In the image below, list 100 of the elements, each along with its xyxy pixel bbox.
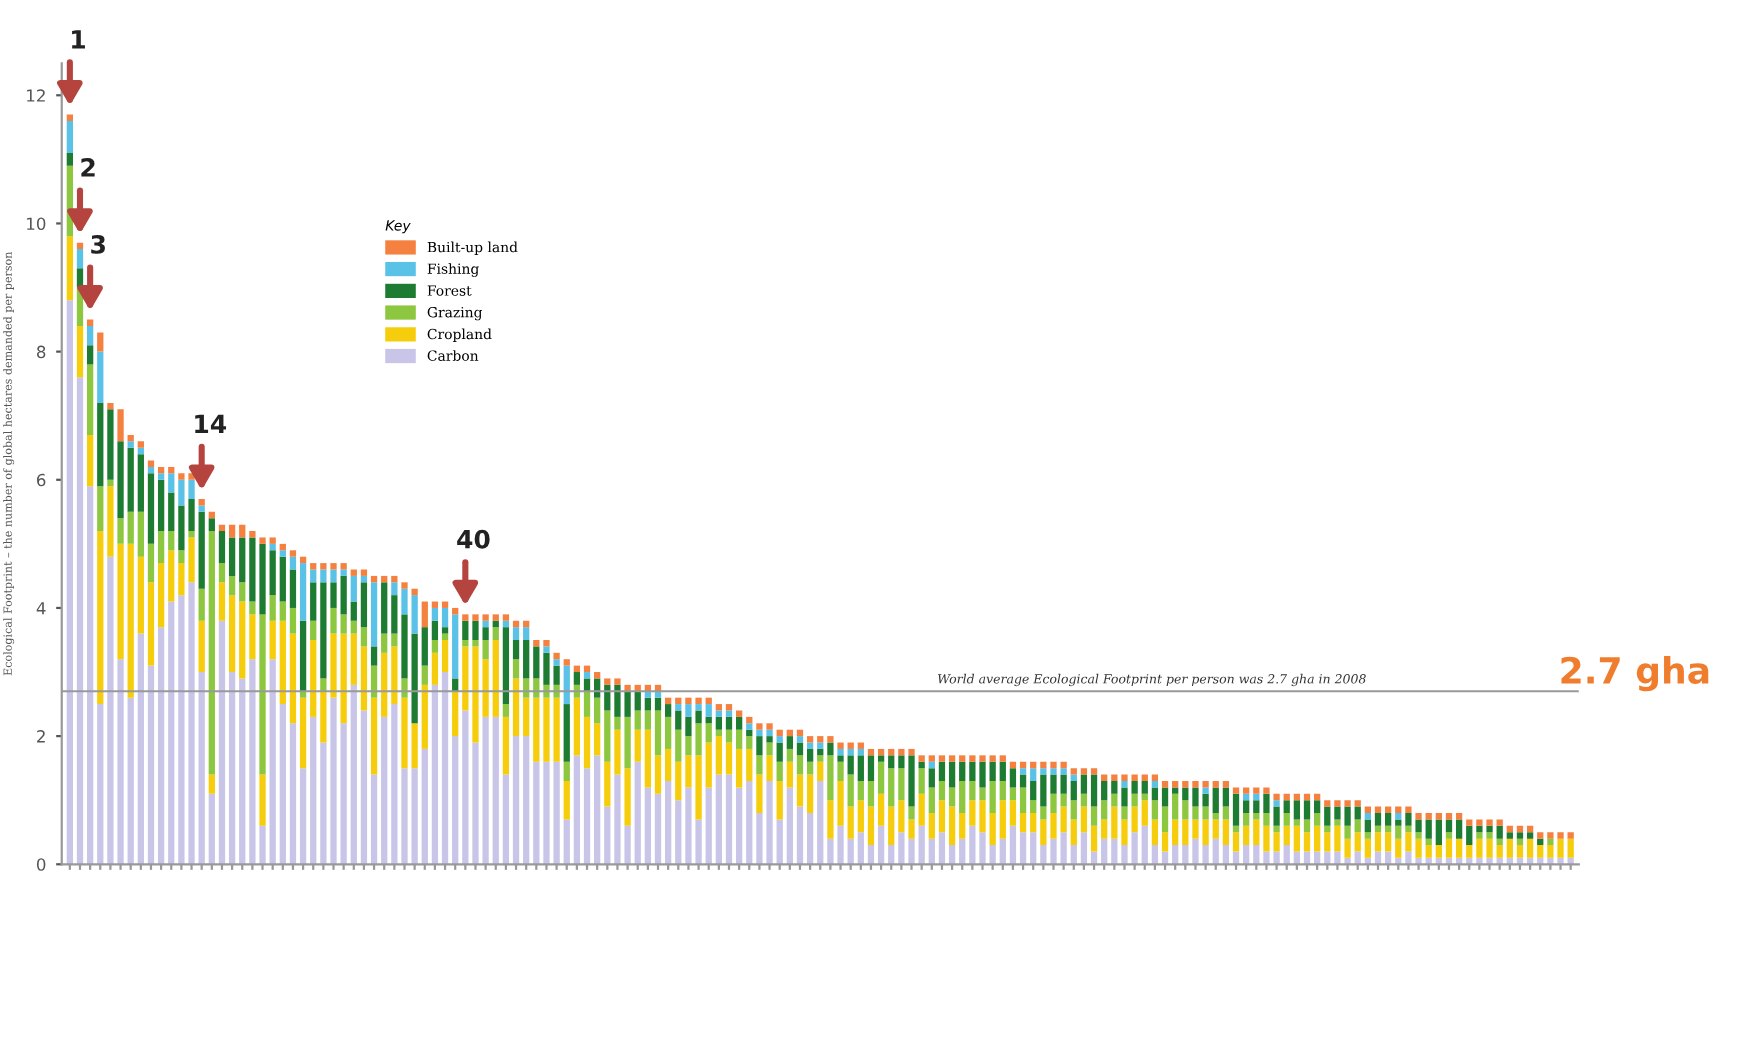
bar <box>746 723 753 730</box>
bar <box>1202 787 1209 794</box>
bar <box>1090 768 1098 775</box>
bar <box>370 697 378 775</box>
bar <box>1466 845 1473 858</box>
bar <box>776 780 783 820</box>
bar <box>1019 813 1027 833</box>
y-tick-label: 12 <box>27 89 45 102</box>
bar <box>1151 819 1159 846</box>
bar <box>1526 838 1534 858</box>
bar <box>1030 832 1037 865</box>
bar <box>1263 787 1270 794</box>
bar <box>796 755 804 775</box>
bar <box>157 531 165 564</box>
bar <box>269 595 276 621</box>
bar <box>705 723 712 743</box>
bar <box>735 729 743 749</box>
bar <box>97 402 104 487</box>
bar <box>928 787 935 814</box>
bar <box>665 716 672 749</box>
bar <box>938 832 946 865</box>
bar <box>360 627 368 647</box>
bar <box>370 575 378 583</box>
bar <box>533 646 540 679</box>
bar <box>86 325 94 346</box>
bar <box>147 466 155 474</box>
bar <box>1537 832 1544 839</box>
bar <box>1222 819 1230 846</box>
bar <box>918 755 925 762</box>
bar <box>867 748 875 756</box>
bar <box>1232 832 1240 852</box>
annotation: 2 <box>81 158 95 177</box>
bar <box>1101 800 1108 820</box>
bar <box>959 780 966 814</box>
bar <box>1395 813 1402 820</box>
bar <box>796 806 804 865</box>
bar <box>431 639 439 653</box>
bar <box>796 729 804 737</box>
bar <box>523 736 530 865</box>
bar <box>157 627 165 865</box>
bar <box>360 646 368 711</box>
bar <box>1537 838 1544 846</box>
bar <box>381 582 388 634</box>
bar <box>1009 768 1017 788</box>
bar <box>218 531 226 564</box>
bar <box>948 761 956 788</box>
bar <box>1354 832 1361 852</box>
bar <box>299 768 307 865</box>
bar <box>543 646 550 653</box>
bar <box>127 697 134 865</box>
bar <box>97 704 104 865</box>
bar <box>310 569 317 583</box>
bar <box>86 486 94 865</box>
bar <box>117 518 124 544</box>
bar <box>320 678 327 692</box>
bar <box>381 716 388 865</box>
bar <box>492 627 499 640</box>
bar <box>462 646 469 711</box>
bar <box>421 601 428 628</box>
bar <box>1415 813 1422 820</box>
bar <box>512 736 520 865</box>
bar <box>563 761 570 781</box>
bar <box>1445 838 1453 858</box>
bar <box>644 710 652 730</box>
bar <box>746 716 753 724</box>
bar <box>796 736 804 743</box>
bar <box>137 441 144 448</box>
bar <box>1019 832 1027 865</box>
annotation: 1 <box>72 30 85 49</box>
bar <box>76 325 84 378</box>
bar <box>350 620 357 634</box>
bar <box>462 639 469 647</box>
bar <box>583 768 591 865</box>
bar <box>198 588 205 621</box>
bar <box>644 787 652 865</box>
bar <box>340 569 347 576</box>
bar <box>147 665 155 865</box>
bar <box>391 575 398 583</box>
bar <box>1009 787 1017 801</box>
bar <box>665 748 672 781</box>
bar <box>269 543 276 551</box>
bar <box>492 639 499 717</box>
bar <box>299 563 307 621</box>
bar <box>228 595 236 673</box>
bar <box>1425 845 1432 858</box>
bar <box>817 748 824 756</box>
bar <box>1182 780 1189 788</box>
bar <box>1030 800 1037 814</box>
annotation: 3 <box>91 234 105 254</box>
bar <box>127 511 134 544</box>
bar <box>654 755 662 794</box>
bar <box>563 659 570 666</box>
bar <box>1172 819 1179 846</box>
bar <box>137 556 144 634</box>
bar <box>523 639 530 679</box>
bar <box>847 806 854 839</box>
bar <box>918 768 925 794</box>
bar <box>786 748 793 762</box>
bar <box>1516 838 1524 846</box>
bar <box>421 665 428 685</box>
